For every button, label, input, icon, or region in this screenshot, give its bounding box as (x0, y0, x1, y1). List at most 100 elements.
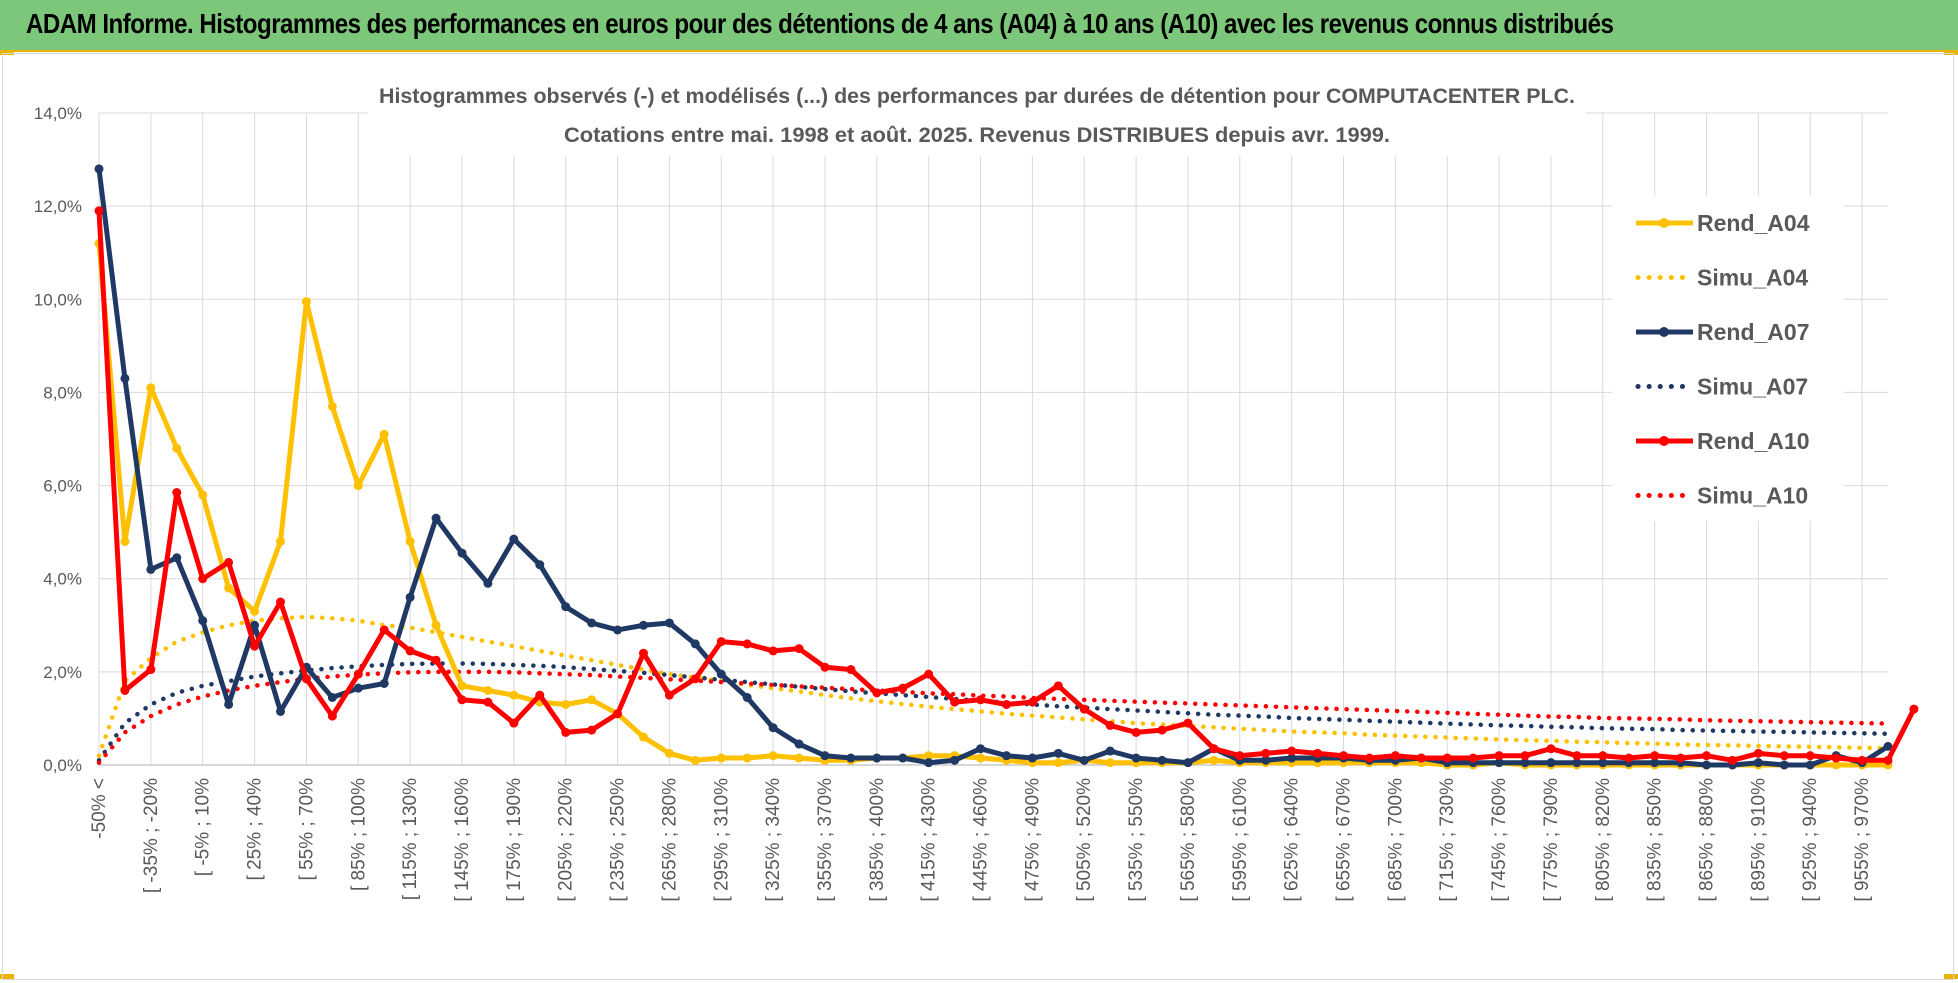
point-rend-a07 (794, 739, 804, 749)
point-rend-a10 (638, 648, 648, 658)
y-tick-label: 4,0% (43, 570, 82, 589)
point-rend-a10 (172, 488, 182, 498)
point-rend-a10 (1001, 699, 1011, 709)
point-rend-a04 (664, 748, 674, 758)
point-rend-a07 (924, 758, 934, 768)
point-rend-a10 (275, 597, 285, 607)
point-rend-a10 (379, 625, 389, 635)
x-tick-label: [ 205% ; 220% (556, 778, 577, 902)
point-rend-a10 (950, 697, 960, 707)
point-rend-a10 (1805, 751, 1815, 761)
x-tick-label: [ 385% ; 400% (867, 778, 888, 902)
point-rend-a04 (483, 685, 493, 695)
point-rend-a04 (690, 755, 700, 765)
point-rend-a07 (379, 679, 389, 688)
corner-mark-left (0, 50, 14, 55)
point-rend-a07 (146, 564, 156, 574)
y-tick-label: 12,0% (34, 197, 82, 216)
point-rend-a10 (664, 690, 674, 700)
header-banner: ADAM Informe. Histogrammes des performan… (0, 0, 1958, 52)
point-rend-a10 (198, 574, 208, 584)
x-tick-label: [ 625% ; 640% (1282, 778, 1303, 902)
point-rend-a04 (638, 732, 648, 742)
point-rend-a04 (405, 536, 415, 546)
point-rend-a07 (120, 373, 130, 383)
point-rend-a07 (716, 669, 726, 679)
point-rend-a10 (1572, 751, 1582, 761)
point-rend-a07 (846, 753, 856, 763)
x-tick-label: [ 865% ; 880% (1697, 778, 1718, 902)
point-rend-a10 (1416, 753, 1426, 763)
point-rend-a07 (1494, 758, 1504, 768)
point-rend-a04 (587, 695, 597, 705)
legend-label-simu-a04: Simu_A04 (1697, 265, 1808, 291)
point-rend-a07 (405, 592, 415, 602)
point-rend-a10 (1624, 753, 1634, 763)
point-rend-a07 (1001, 751, 1011, 761)
corner-mark-bottom-left (0, 974, 14, 979)
point-rend-a07 (535, 560, 545, 570)
point-rend-a04 (794, 753, 804, 763)
point-rend-a07 (664, 618, 674, 628)
point-rend-a10 (716, 637, 726, 647)
x-tick-label: [ 955% ; 970% (1852, 778, 1873, 902)
point-rend-a04 (716, 753, 726, 763)
point-rend-a10 (301, 674, 311, 684)
x-tick-label: [ 445% ; 460% (971, 778, 992, 902)
x-tick-label: [ 145% ; 160% (452, 778, 473, 902)
point-rend-a10 (1702, 751, 1712, 761)
point-rend-a07 (1753, 758, 1763, 768)
point-rend-a04 (1053, 758, 1063, 768)
point-rend-a10 (1079, 704, 1089, 714)
point-rend-a07 (638, 620, 648, 630)
x-tick-label: [ -35% ; -20% (141, 778, 162, 893)
x-tick-label: [ 685% ; 700% (1385, 778, 1406, 902)
point-rend-a10 (820, 662, 830, 672)
x-tick-label: [ 115% ; 130% (400, 778, 421, 900)
x-tick-label: [ 325% ; 340% (763, 778, 784, 902)
x-tick-label: [ -5% ; 10% (193, 778, 214, 876)
point-rend-a10 (1287, 746, 1297, 756)
legend-background (1612, 196, 1844, 521)
point-rend-a07 (1546, 758, 1556, 768)
point-rend-a04 (976, 753, 986, 763)
point-rend-a07 (172, 553, 182, 563)
y-axis-ticks: 0,0% 2,0% 4,0% 6,0% 8,0% 10,0% 12,0% 14,0% (34, 104, 82, 775)
legend-label-rend-a07: Rend_A07 (1697, 319, 1809, 345)
x-tick-label: [ 775% ; 790% (1541, 778, 1562, 902)
point-rend-a07 (898, 753, 908, 763)
x-axis-ticks: -50% < [ -35% ; -20% [ -5% ; 10% [ 25% ; 40… (89, 778, 1873, 902)
legend-label-rend-a04: Rend_A04 (1697, 210, 1810, 236)
point-rend-a10 (94, 206, 104, 216)
x-tick-label: -50% < (89, 778, 110, 839)
y-tick-label: 14,0% (34, 104, 82, 123)
point-rend-a04 (275, 536, 285, 546)
x-tick-label: [ 505% ; 520% (1074, 778, 1095, 902)
chart-title-line1: Histogrammes observés (-) et modélisés (… (379, 85, 1575, 108)
point-rend-a10 (1676, 753, 1686, 763)
point-rend-a07 (1520, 758, 1530, 768)
point-rend-a04 (198, 490, 208, 500)
x-tick-label: [ 415% ; 430% (919, 778, 940, 902)
point-rend-a10 (431, 655, 441, 665)
point-rend-a04 (327, 401, 337, 411)
point-rend-a04 (379, 429, 389, 439)
x-tick-label: [ 655% ; 670% (1334, 778, 1355, 902)
point-rend-a10 (846, 665, 856, 675)
point-rend-a10 (742, 639, 752, 649)
y-tick-label: 0,0% (43, 756, 82, 775)
point-rend-a10 (1494, 751, 1504, 761)
point-rend-a10 (924, 669, 934, 679)
point-rend-a07 (1053, 748, 1063, 758)
point-rend-a04 (120, 536, 130, 546)
point-rend-a10 (1027, 697, 1037, 707)
point-rend-a07 (457, 548, 467, 558)
point-rend-a10 (509, 718, 519, 728)
point-rend-a07 (1650, 758, 1660, 768)
x-tick-label: [ 85% ; 100% (348, 778, 369, 891)
point-rend-a07 (1157, 755, 1167, 765)
point-rend-a04 (353, 481, 363, 491)
point-rend-a04 (457, 681, 467, 691)
point-rend-a10 (1105, 720, 1115, 730)
point-rend-a07 (768, 723, 778, 733)
